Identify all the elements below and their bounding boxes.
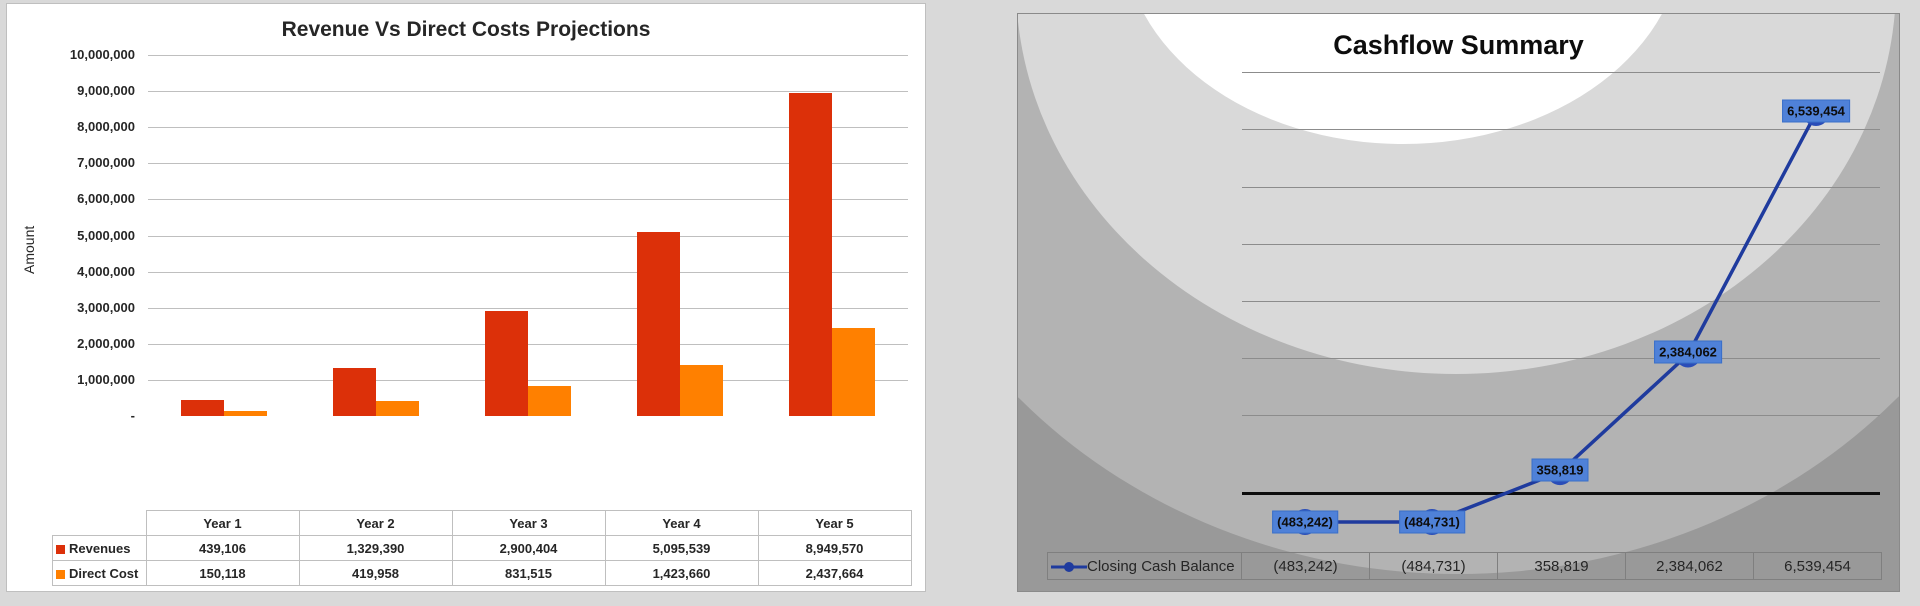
table-cell: 358,819 — [1497, 552, 1626, 580]
legend-revenues: Revenues — [52, 535, 147, 561]
y-tick-label: 3,000,000 — [77, 299, 135, 315]
table-header-row: Year 1 Year 2 Year 3 Year 4 Year 5 — [52, 510, 912, 536]
legend-swatch-icon — [56, 569, 65, 579]
gridline — [148, 91, 908, 93]
gridline — [1242, 72, 1880, 73]
legend-direct-cost: Direct Cost — [52, 560, 147, 586]
table-cell: 1,423,660 — [604, 560, 759, 586]
table-cell: (484,731) — [1369, 552, 1498, 580]
gridline — [1242, 187, 1880, 188]
revenue-bar — [789, 92, 832, 416]
y-tick-label: - — [130, 408, 135, 423]
gridline — [148, 271, 908, 273]
column-header: Year 2 — [298, 510, 453, 536]
table-cell: 5,095,539 — [604, 535, 759, 561]
gridline — [1242, 301, 1880, 302]
y-tick-label: 5,000,000 — [77, 227, 135, 243]
gridline — [148, 199, 908, 201]
table-cell: 439,106 — [145, 535, 300, 561]
column-header: Year 3 — [451, 510, 606, 536]
y-tick-label: 10,000,000 — [69, 47, 135, 62]
legend-closing-cash-balance: Closing Cash Balance — [1047, 552, 1242, 580]
y-tick-label: 6,000,000 — [77, 191, 135, 207]
table-cell: 2,900,404 — [451, 535, 606, 561]
data-label: (483,242) — [1272, 510, 1338, 534]
gridline — [148, 127, 908, 129]
y-tick-label: 7,000,000 — [77, 155, 135, 171]
table-cell: 1,329,390 — [298, 535, 453, 561]
revenue-bar — [333, 368, 376, 416]
direct-cost-bar — [376, 400, 419, 416]
y-tick-label: 4,000,000 — [77, 263, 135, 279]
chart-title: Revenue Vs Direct Costs Projections — [281, 18, 651, 41]
chart-title: Cashflow Summary — [1333, 30, 1584, 60]
gridline — [1242, 129, 1880, 130]
data-label: (484,731) — [1399, 510, 1465, 534]
gridline — [1242, 244, 1880, 245]
gridline — [148, 163, 908, 165]
table-cell: 8,949,570 — [757, 535, 912, 561]
table-cell: 6,539,454 — [1753, 552, 1882, 580]
gridline — [148, 343, 908, 345]
data-label: 6,539,454 — [1782, 99, 1850, 123]
zero-axis-line — [1242, 492, 1880, 495]
line-marker-icon — [1051, 561, 1087, 572]
gridline — [148, 307, 908, 309]
gridline — [1242, 358, 1880, 359]
y-tick-label: 8,000,000 — [77, 119, 135, 135]
table-cell: (483,242) — [1241, 552, 1370, 580]
y-tick-label: 1,000,000 — [77, 371, 135, 387]
table-cell: 831,515 — [451, 560, 606, 586]
cashflow-line — [1292, 100, 1829, 535]
direct-cost-bar — [528, 385, 571, 416]
table-cell: 2,384,062 — [1625, 552, 1754, 580]
column-header: Year 4 — [604, 510, 759, 536]
revenue-bar — [485, 311, 528, 416]
gridline — [148, 379, 908, 381]
direct-cost-bar — [680, 364, 723, 416]
revenue-bar — [637, 232, 680, 416]
y-tick-label: 2,000,000 — [77, 335, 135, 351]
gridline — [148, 235, 908, 237]
column-header: Year 5 — [757, 510, 912, 536]
table-cell: 2,437,664 — [757, 560, 912, 586]
gridline — [148, 55, 908, 56]
direct-cost-bar — [224, 410, 267, 416]
table-cell: 150,118 — [145, 560, 300, 586]
data-table: Year 1 Year 2 Year 3 Year 4 Year 5 Reven… — [52, 510, 912, 586]
data-label: 2,384,062 — [1654, 340, 1722, 364]
revenue-vs-costs-chart: Revenue Vs Direct Costs Projections Amou… — [6, 3, 926, 592]
revenue-bar — [181, 400, 224, 416]
cashflow-summary-chart: Cashflow Summary (483,242) (484,731) 358,8… — [1017, 13, 1900, 592]
table-row: Revenues 439,106 1,329,390 2,900,404 5,0… — [52, 535, 912, 561]
gridline — [1242, 415, 1880, 416]
table-row: Direct Cost 150,118 419,958 831,515 1,42… — [52, 560, 912, 586]
direct-cost-bar — [832, 328, 875, 416]
table-row: Closing Cash Balance (483,242) (484,731)… — [1047, 552, 1882, 580]
data-label: 358,819 — [1531, 458, 1589, 482]
column-header: Year 1 — [145, 510, 300, 536]
legend-swatch-icon — [56, 544, 65, 554]
y-tick-label: 9,000,000 — [77, 83, 135, 99]
data-table: Closing Cash Balance (483,242) (484,731)… — [1047, 552, 1882, 580]
table-cell: 419,958 — [298, 560, 453, 586]
